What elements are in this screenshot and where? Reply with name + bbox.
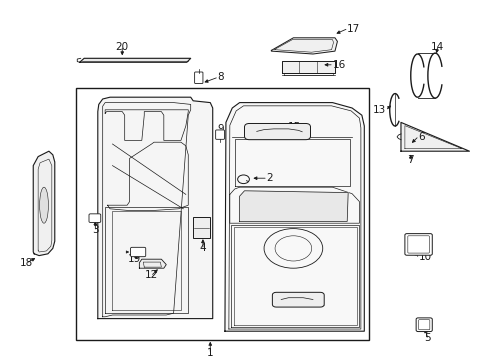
Polygon shape (80, 58, 190, 62)
Polygon shape (281, 61, 334, 73)
Text: 20: 20 (116, 42, 128, 52)
Text: 10: 10 (418, 252, 431, 262)
Text: 9: 9 (217, 123, 224, 134)
FancyBboxPatch shape (244, 123, 310, 140)
FancyBboxPatch shape (415, 318, 431, 332)
Text: 14: 14 (430, 42, 444, 52)
Polygon shape (400, 122, 468, 151)
Polygon shape (98, 97, 212, 319)
Polygon shape (33, 151, 55, 256)
FancyBboxPatch shape (89, 214, 101, 222)
Text: 7: 7 (407, 155, 413, 165)
Text: 19: 19 (127, 254, 141, 264)
Text: 5: 5 (424, 333, 430, 343)
Polygon shape (139, 259, 166, 268)
Text: 3: 3 (92, 225, 99, 235)
Text: 12: 12 (144, 270, 158, 280)
Text: 6: 6 (417, 132, 424, 142)
FancyBboxPatch shape (272, 292, 324, 307)
Polygon shape (271, 38, 337, 54)
Text: 8: 8 (217, 72, 224, 82)
Text: 15: 15 (287, 122, 300, 132)
Text: 11: 11 (312, 298, 325, 308)
Text: 18: 18 (20, 258, 34, 268)
FancyBboxPatch shape (193, 217, 209, 238)
Text: 1: 1 (206, 348, 213, 358)
Text: 4: 4 (199, 243, 206, 253)
Ellipse shape (40, 187, 48, 223)
FancyBboxPatch shape (130, 247, 145, 257)
Text: 17: 17 (346, 24, 360, 34)
Text: 16: 16 (332, 60, 345, 70)
Bar (76, 88, 368, 340)
Polygon shape (224, 103, 364, 331)
Polygon shape (239, 191, 347, 221)
Text: 2: 2 (266, 173, 273, 183)
FancyBboxPatch shape (194, 72, 203, 84)
FancyBboxPatch shape (215, 130, 224, 139)
FancyBboxPatch shape (404, 234, 431, 255)
Text: 13: 13 (372, 105, 386, 115)
